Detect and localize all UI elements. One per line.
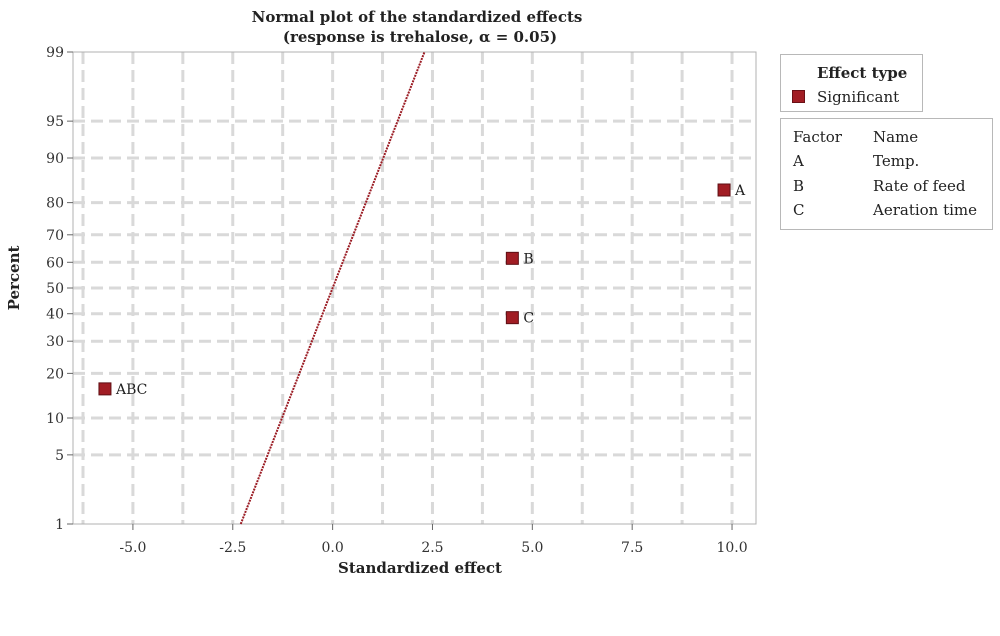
y-tick-label: 1 [55,517,64,533]
y-axis-ticks: 1 5 10 20 30 40 50 60 70 80 90 95 99 [46,45,73,533]
y-axis-label: Percent [5,246,23,311]
normal-reference-line [239,51,426,525]
chart-title: Normal plot of the standardized effects [252,8,583,26]
factor-a: A [793,152,804,170]
reference-line [239,51,426,525]
factor-table: Factor Name A Temp. B Rate of feed C Aer… [780,118,993,230]
x-tick-label: 5.0 [521,540,543,556]
factor-b-name: Rate of feed [873,177,966,195]
x-axis-ticks: -5.0 -2.5 0.0 2.5 5.0 7.5 10.0 [119,524,748,556]
legend-title: Effect type [817,64,908,82]
x-tick-label: 7.5 [621,540,643,556]
x-tick-label: 10.0 [716,540,747,556]
effect-point-label-a: A [734,183,746,199]
factor-header: Factor [793,128,842,146]
y-tick-label: 95 [46,114,64,130]
y-tick-label: 70 [46,228,64,244]
factor-b: B [793,177,805,195]
y-tick-label: 5 [55,448,64,464]
x-axis-label: Standardized effect [338,559,502,577]
grid-lines [73,52,756,524]
effect-point-abc [98,382,112,396]
factor-a-name: Temp. [873,152,920,170]
factor-c-name: Aeration time [873,201,978,219]
effect-point-c [505,311,519,325]
x-tick-label: 0.0 [321,540,343,556]
legend-swatch [792,90,805,103]
factor-c: C [793,201,805,219]
x-tick-label: 2.5 [421,540,443,556]
effect-point-label-b: B [523,251,533,267]
chart-subtitle: (response is trehalose, α = 0.05) [283,28,557,46]
y-tick-label: 80 [46,196,64,212]
y-tick-label: 60 [46,255,64,271]
y-tick-label: 90 [46,151,64,167]
effect-point-b [505,251,519,265]
y-tick-label: 20 [46,366,64,382]
name-header: Name [873,128,919,146]
y-tick-label: 99 [46,45,64,61]
effect-point-label-c: C [523,311,534,327]
effect-type-legend: Effect type Significant [780,54,923,112]
legend-entry-significant: Significant [817,88,900,106]
y-tick-label: 50 [46,281,64,297]
effect-point-a [717,183,731,197]
effect-point-label-abc: ABC [115,382,147,398]
x-tick-label: -5.0 [119,540,146,556]
y-tick-label: 40 [46,307,64,323]
x-tick-label: -2.5 [219,540,246,556]
y-tick-label: 10 [46,411,64,427]
y-tick-label: 30 [46,334,64,350]
